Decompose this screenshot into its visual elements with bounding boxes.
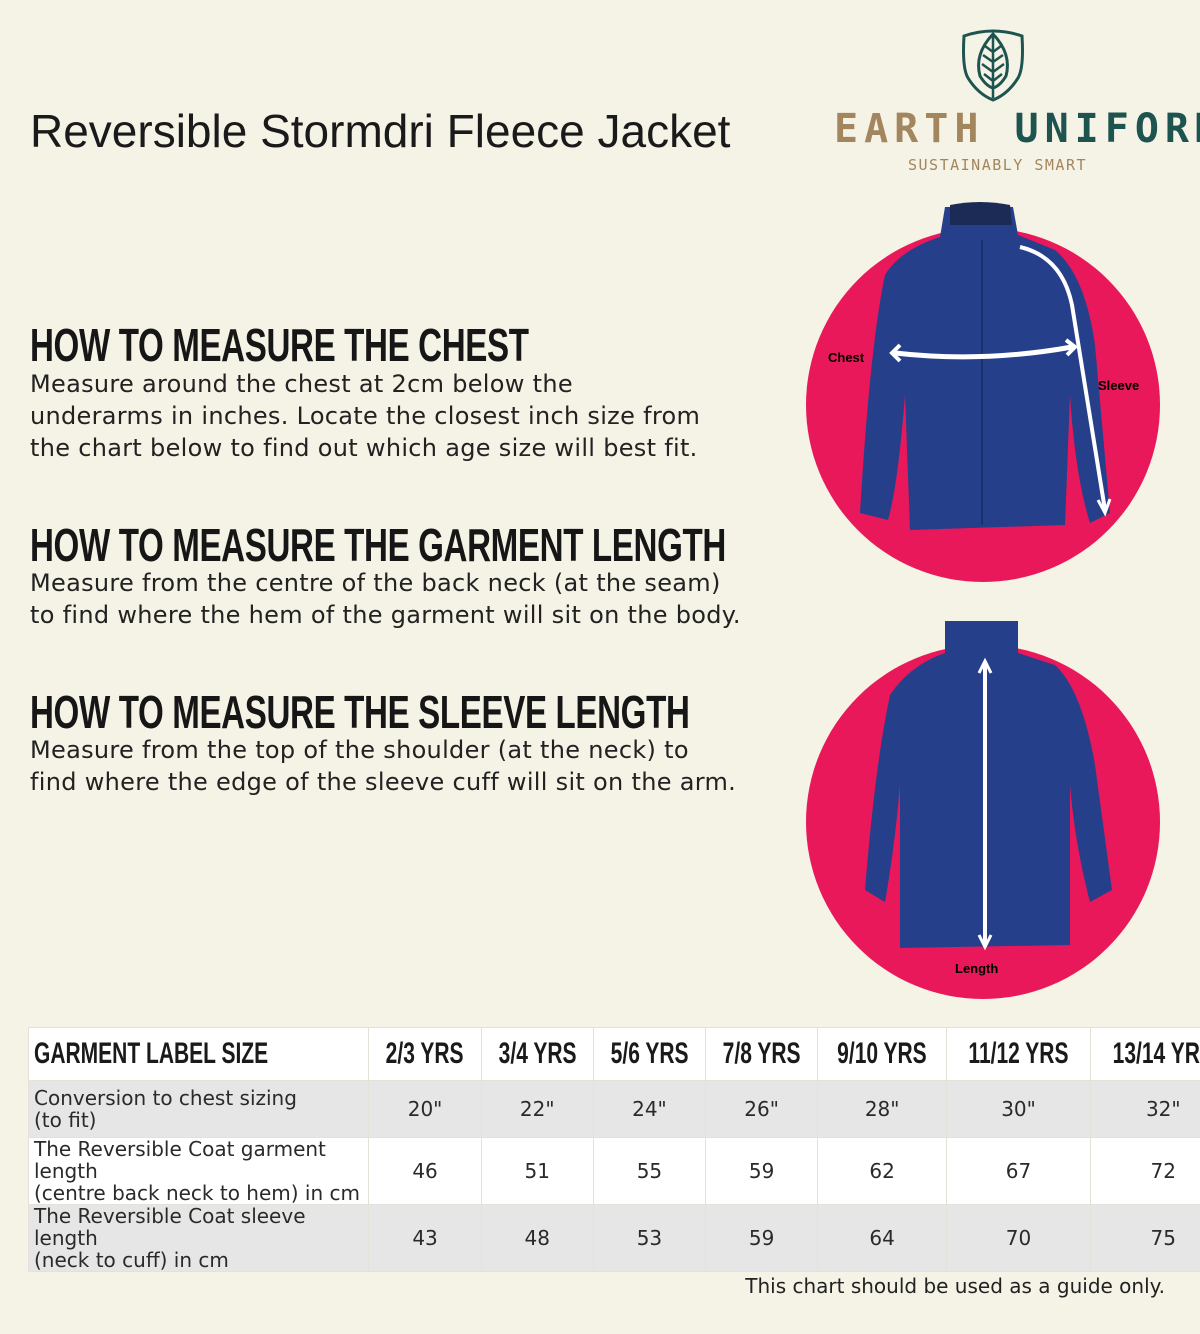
header-cell: 9/10 YRS bbox=[817, 1027, 948, 1081]
logo-tagline: SUSTAINABLY SMART bbox=[908, 156, 1088, 174]
header-cell: 11/12 YRS bbox=[946, 1027, 1091, 1081]
cell: 59 bbox=[705, 1136, 819, 1205]
cell: 26" bbox=[705, 1080, 819, 1138]
header-cell: 2/3 YRS bbox=[368, 1027, 482, 1081]
row-label: The Reversible Coat garment length (centr… bbox=[27, 1136, 370, 1205]
jacket-back-icon bbox=[865, 621, 1112, 948]
chest-heading: HOW TO MEASURE THE CHEST bbox=[30, 319, 529, 371]
cell: 67 bbox=[946, 1136, 1091, 1205]
cell: 46 bbox=[368, 1136, 482, 1205]
cell: 48 bbox=[480, 1203, 594, 1272]
length-label: Length bbox=[955, 961, 998, 976]
back-jacket-diagram: Length bbox=[806, 621, 1160, 999]
table-header-row: GARMENT LABEL SIZE 2/3 YRS 3/4 YRS 5/6 Y… bbox=[27, 1027, 1200, 1081]
header-cell: 13/14 YRS bbox=[1089, 1027, 1200, 1081]
table-row: Conversion to chest sizing (to fit) 20" 2… bbox=[27, 1080, 1200, 1138]
guide-note: This chart should be used as a guide onl… bbox=[745, 1274, 1165, 1298]
sleeve-heading: HOW TO MEASURE THE SLEEVE LENGTH bbox=[30, 686, 690, 738]
cell: 20" bbox=[368, 1080, 482, 1138]
length-heading: HOW TO MEASURE THE GARMENT LENGTH bbox=[30, 519, 726, 571]
cell: 51 bbox=[480, 1136, 594, 1205]
cell: 75 bbox=[1089, 1203, 1200, 1272]
sleeve-label: Sleeve bbox=[1098, 378, 1139, 393]
length-text: Measure from the centre of the back neck… bbox=[30, 569, 741, 629]
cell: 30" bbox=[946, 1080, 1091, 1138]
cell: 53 bbox=[592, 1203, 707, 1272]
cell: 24" bbox=[592, 1080, 707, 1138]
header-cell: GARMENT LABEL SIZE bbox=[27, 1027, 370, 1081]
header-cell: 5/6 YRS bbox=[592, 1027, 707, 1081]
cell: 22" bbox=[480, 1080, 594, 1138]
cell: 72 bbox=[1089, 1136, 1200, 1205]
row-label: The Reversible Coat sleeve length (neck t… bbox=[27, 1203, 370, 1272]
sleeve-text: Measure from the top of the shoulder (at… bbox=[30, 736, 737, 796]
table-row: The Reversible Coat garment length (centr… bbox=[27, 1136, 1200, 1205]
row-label: Conversion to chest sizing (to fit) bbox=[27, 1080, 370, 1138]
cell: 28" bbox=[817, 1080, 948, 1138]
cell: 64 bbox=[817, 1203, 948, 1272]
chest-label: Chest bbox=[828, 350, 865, 365]
chest-text: Measure around the chest at 2cm below th… bbox=[30, 370, 701, 462]
header-cell: 7/8 YRS bbox=[705, 1027, 819, 1081]
cell: 43 bbox=[368, 1203, 482, 1272]
table-row: The Reversible Coat sleeve length (neck t… bbox=[27, 1203, 1200, 1272]
cell: 32" bbox=[1089, 1080, 1200, 1138]
jacket-front-icon bbox=[860, 207, 1110, 530]
leaf-shield-icon bbox=[962, 29, 1024, 102]
cell: 55 bbox=[592, 1136, 707, 1205]
page-title: Reversible Stormdri Fleece Jacket bbox=[30, 105, 731, 157]
cell: 59 bbox=[705, 1203, 819, 1272]
front-jacket-diagram: Chest Sleeve bbox=[806, 202, 1160, 582]
cell: 62 bbox=[817, 1136, 948, 1205]
size-chart-table: GARMENT LABEL SIZE 2/3 YRS 3/4 YRS 5/6 Y… bbox=[27, 1027, 1200, 1272]
logo-wordmark: EARTH UNIFORM bbox=[834, 106, 1200, 152]
header-cell: 3/4 YRS bbox=[480, 1027, 594, 1081]
cell: 70 bbox=[946, 1203, 1091, 1272]
